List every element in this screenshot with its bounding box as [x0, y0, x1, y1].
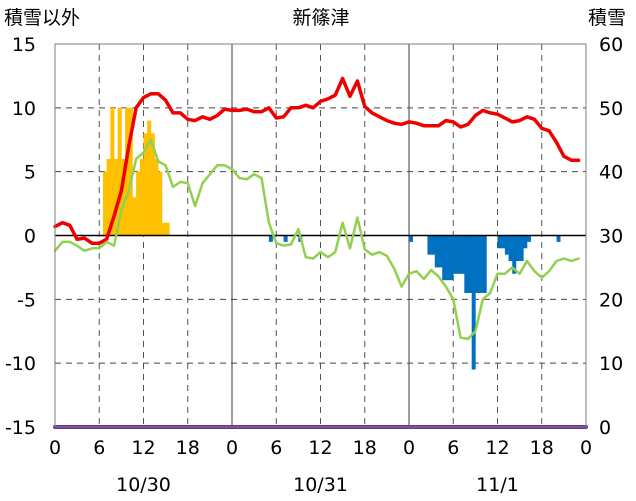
positive-bar: [165, 222, 170, 236]
positive-bar: [125, 107, 130, 236]
negative-bar: [475, 235, 480, 293]
positive-bar: [139, 158, 144, 236]
left-tick-label: 0: [24, 226, 36, 248]
negative-bar: [409, 235, 413, 242]
x-tick-label: 18: [353, 437, 377, 459]
negative-bar: [523, 235, 528, 249]
positive-bar: [121, 158, 126, 236]
x-tick-label: 18: [530, 437, 554, 459]
negative-bar: [504, 235, 509, 255]
right-tick-label: 40: [599, 162, 623, 184]
green-line: [53, 138, 580, 341]
chart-title: 新篠津: [292, 7, 349, 29]
x-tick-label: 12: [485, 437, 509, 459]
negative-bar: [501, 235, 506, 249]
x-tick-label: 6: [93, 437, 105, 459]
x-tick-labels: 0 6 12 18 0 6 12 18 0 6 12 18 0: [49, 437, 592, 459]
negative-bar: [468, 235, 472, 293]
left-tick-label: -10: [5, 353, 36, 375]
negative-bar: [471, 235, 476, 370]
positive-bars: [102, 107, 170, 236]
x-tick-label: 0: [49, 437, 61, 459]
negative-bar: [497, 235, 502, 249]
x-tick-label: 12: [308, 437, 332, 459]
positive-bar: [150, 133, 155, 236]
temperature-line: [53, 76, 581, 245]
date-label: 10/31: [293, 474, 348, 496]
x-tick-label: 12: [131, 437, 155, 459]
right-tick-label: 60: [599, 34, 623, 56]
negative-bar: [453, 235, 458, 274]
left-tick-label: -15: [5, 417, 36, 439]
left-tick-label: 15: [12, 34, 36, 56]
positive-bar: [154, 158, 159, 236]
negative-bar: [427, 235, 432, 255]
right-axis-label: 積雪: [588, 7, 626, 29]
date-labels: 10/30 10/31 11/1: [116, 474, 519, 496]
positive-bar: [102, 171, 107, 236]
negative-bar: [527, 235, 531, 242]
negative-bar: [283, 235, 288, 242]
negative-bar: [556, 235, 561, 242]
left-axis-label: 積雪以外: [4, 7, 80, 29]
negative-bar: [519, 235, 524, 262]
positive-bar: [106, 158, 111, 236]
positive-bar: [158, 171, 163, 236]
positive-bar: [136, 171, 141, 236]
right-tick-labels: 60 50 40 30 20 10 0: [599, 34, 623, 439]
positive-bar: [161, 222, 166, 236]
negative-bar: [449, 235, 454, 281]
date-label: 10/30: [116, 474, 171, 496]
positive-bar: [110, 107, 115, 236]
right-tick-label: 50: [599, 98, 623, 120]
negative-bars: [268, 235, 561, 370]
negative-bar: [445, 235, 450, 281]
left-tick-label: 10: [12, 98, 36, 120]
positive-bar: [143, 133, 148, 236]
plot-frame: [54, 43, 587, 428]
x-tick-label: 6: [447, 437, 459, 459]
right-tick-label: 0: [599, 417, 611, 439]
negative-bar: [512, 235, 517, 274]
negative-bar: [479, 235, 484, 293]
negative-bar: [442, 235, 447, 281]
x-tick-label: 0: [226, 437, 238, 459]
negative-bar: [464, 235, 469, 293]
left-tick-label: -5: [17, 289, 36, 311]
x-tick-label: 0: [403, 437, 415, 459]
right-tick-label: 30: [599, 226, 623, 248]
negative-bar: [434, 235, 439, 268]
x-tick-label: 18: [176, 437, 200, 459]
negative-bar: [431, 235, 436, 255]
date-label: 11/1: [476, 474, 519, 496]
negative-bar: [456, 235, 461, 274]
negative-bar: [268, 235, 273, 242]
negative-bar: [460, 235, 465, 274]
left-tick-label: 5: [24, 162, 36, 184]
positive-bar: [132, 197, 137, 236]
positive-bar: [117, 107, 122, 236]
positive-bar: [147, 120, 152, 236]
right-tick-label: 20: [599, 289, 623, 311]
right-tick-label: 10: [599, 353, 623, 375]
negative-bar: [482, 235, 487, 293]
negative-bar: [438, 235, 443, 268]
negative-bar: [508, 235, 513, 262]
left-tick-labels: 15 10 5 0 -5 -10 -15: [5, 34, 36, 439]
x-tick-label: 0: [580, 437, 592, 459]
negative-bar: [515, 235, 520, 262]
positive-bar: [114, 158, 118, 236]
positive-bar: [128, 107, 133, 236]
x-tick-label: 6: [270, 437, 282, 459]
